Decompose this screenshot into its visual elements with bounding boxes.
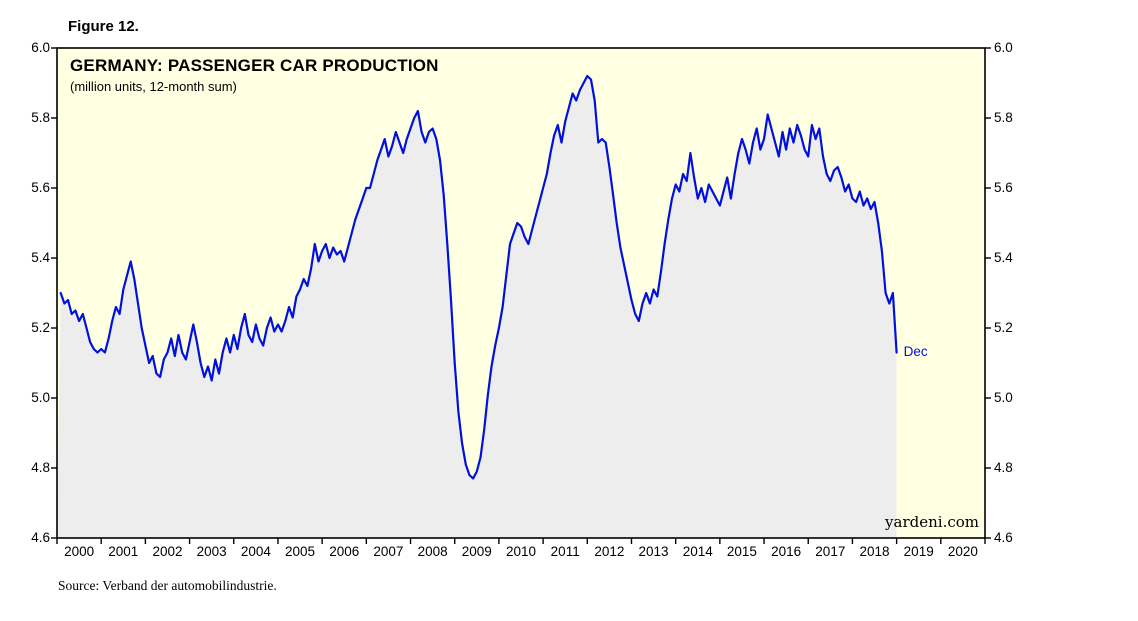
x-tick-label: 2001 (108, 544, 139, 559)
y-tick-label-left: 5.2 (31, 320, 50, 335)
figure-label: Figure 12. (68, 18, 139, 35)
watermark: yardeni.com (885, 513, 979, 531)
x-tick-label: 2015 (726, 544, 757, 559)
x-tick-label: 2009 (461, 544, 492, 559)
x-tick-label: 2013 (638, 544, 669, 559)
chart-title: GERMANY: PASSENGER CAR PRODUCTION (70, 56, 439, 75)
y-tick-label-left: 4.8 (31, 460, 50, 475)
y-tick-label-right: 5.8 (994, 110, 1013, 125)
y-tick-label-left: 6.0 (31, 40, 50, 55)
x-tick-label: 2007 (373, 544, 404, 559)
last-point-label: Dec (903, 343, 928, 359)
x-tick-label: 2020 (947, 544, 978, 559)
x-tick-label: 2019 (903, 544, 934, 559)
x-tick-label: 2003 (196, 544, 227, 559)
y-tick-label-left: 5.8 (31, 110, 50, 125)
x-tick-label: 2010 (505, 544, 537, 559)
y-tick-label-left: 4.6 (31, 530, 50, 545)
y-tick-label-right: 5.6 (994, 180, 1013, 195)
x-tick-label: 2017 (815, 544, 846, 559)
y-tick-label-left: 5.6 (31, 180, 50, 195)
x-tick-label: 2002 (152, 544, 183, 559)
series-line (59, 74, 898, 480)
x-tick-label: 2004 (240, 544, 271, 559)
y-tick-label-right: 4.6 (994, 530, 1013, 545)
y-tick-label-right: 6.0 (994, 40, 1013, 55)
source-note: Source: Verband der automobilindustrie. (58, 578, 277, 593)
y-tick-label-left: 5.0 (31, 390, 50, 405)
x-tick-label: 2005 (285, 544, 316, 559)
x-tick-label: 2014 (682, 544, 713, 559)
x-tick-label: 2008 (417, 544, 448, 559)
y-tick-label-right: 4.8 (994, 460, 1013, 475)
y-tick-label-right: 5.0 (994, 390, 1013, 405)
y-tick-label-right: 5.2 (994, 320, 1013, 335)
x-tick-label: 2006 (329, 544, 360, 559)
x-tick-label: 2011 (550, 544, 580, 559)
y-tick-label-left: 5.4 (31, 250, 50, 265)
x-tick-label: 2012 (594, 544, 625, 559)
x-tick-label: 2018 (859, 544, 890, 559)
plot-border (56, 47, 986, 539)
chart-subtitle: (million units, 12-month sum) (70, 79, 237, 94)
series-area-fill (57, 76, 897, 538)
x-tick-label: 2000 (64, 544, 95, 559)
x-tick-label: 2016 (771, 544, 802, 559)
y-tick-label-right: 5.4 (994, 250, 1013, 265)
